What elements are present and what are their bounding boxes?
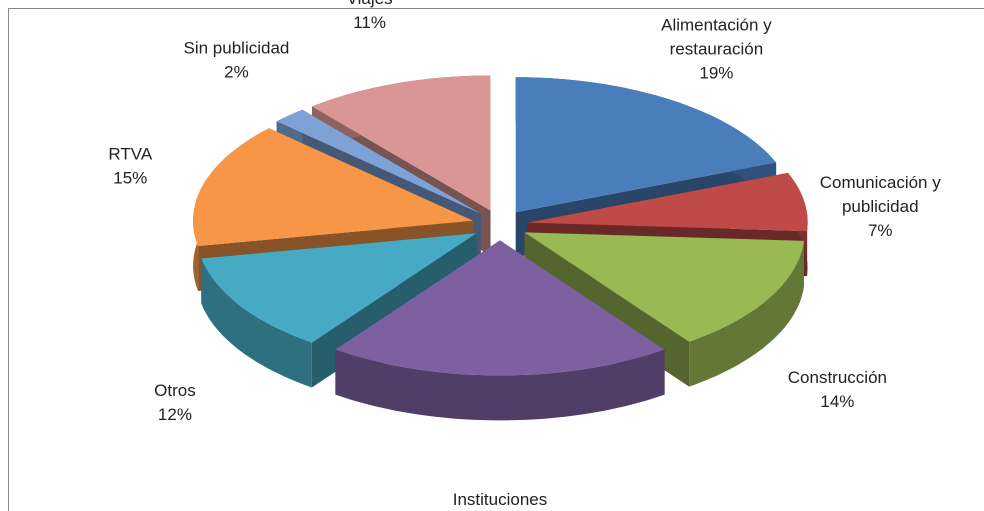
label-line: Alimentación y: [661, 16, 772, 35]
pie-slice: [524, 232, 804, 387]
slice-label: Sin publicidad: [184, 39, 290, 58]
slice-top: [312, 75, 491, 211]
slice-outer-wall: [689, 240, 804, 387]
slice-top: [335, 240, 665, 376]
slice-outer-wall: [201, 258, 312, 388]
slice-value-label: 12%: [158, 405, 192, 424]
slice-label: Alimentación y restauración: [661, 16, 772, 59]
slice-value-label: 11%: [353, 13, 386, 32]
pie-slice: [335, 240, 665, 421]
slice-value-label: 7%: [868, 221, 893, 240]
slice-top: [527, 172, 808, 232]
label-line: Comunicación y: [820, 173, 941, 192]
slice-value-label: 14%: [820, 392, 854, 411]
slice-top: [276, 109, 481, 214]
slice-value-label: 2%: [224, 63, 249, 82]
slice-value-label: 19%: [699, 64, 733, 83]
slice-label: Instituciones: [453, 490, 548, 509]
slice-label: RTVA: [108, 144, 152, 163]
label-line: publicidad: [842, 197, 919, 216]
slice-top: [524, 232, 804, 342]
slice-label: Comunicación y publicidad: [820, 173, 941, 216]
slice-label: Viajes: [347, 0, 393, 8]
slice-top: [201, 233, 477, 343]
slice-top: [515, 77, 777, 213]
label-line: restauración: [670, 40, 764, 59]
slice-top: [193, 128, 474, 246]
slice-label: Otros: [154, 381, 196, 400]
slice-outer-wall: [335, 349, 665, 421]
slice-label: Construcción: [788, 368, 887, 387]
slice-value-label: 15%: [113, 168, 147, 187]
